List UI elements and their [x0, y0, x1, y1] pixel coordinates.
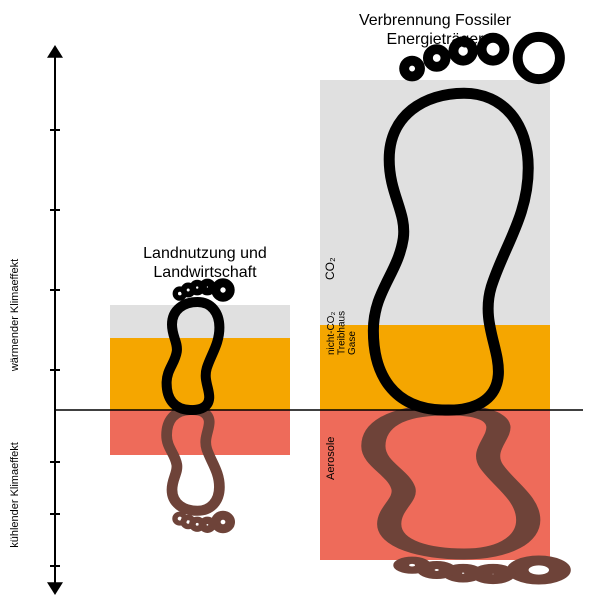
axis-label-cooling: kühlender Klimaeffekt — [9, 442, 21, 548]
band-label-aerosol: Aerosole — [325, 437, 337, 480]
bar-nonco2 — [110, 338, 290, 410]
bar-aerosol — [110, 410, 290, 455]
arrow-up-icon — [47, 45, 63, 58]
band-label-co2: CO₂ — [323, 257, 337, 280]
arrow-down-icon — [47, 582, 63, 595]
axis-label-warming: wärmender Klimaeffekt — [9, 259, 21, 372]
title-landuse: Landnutzung undLandwirtschaft — [143, 245, 267, 281]
bar-co2 — [110, 305, 290, 338]
